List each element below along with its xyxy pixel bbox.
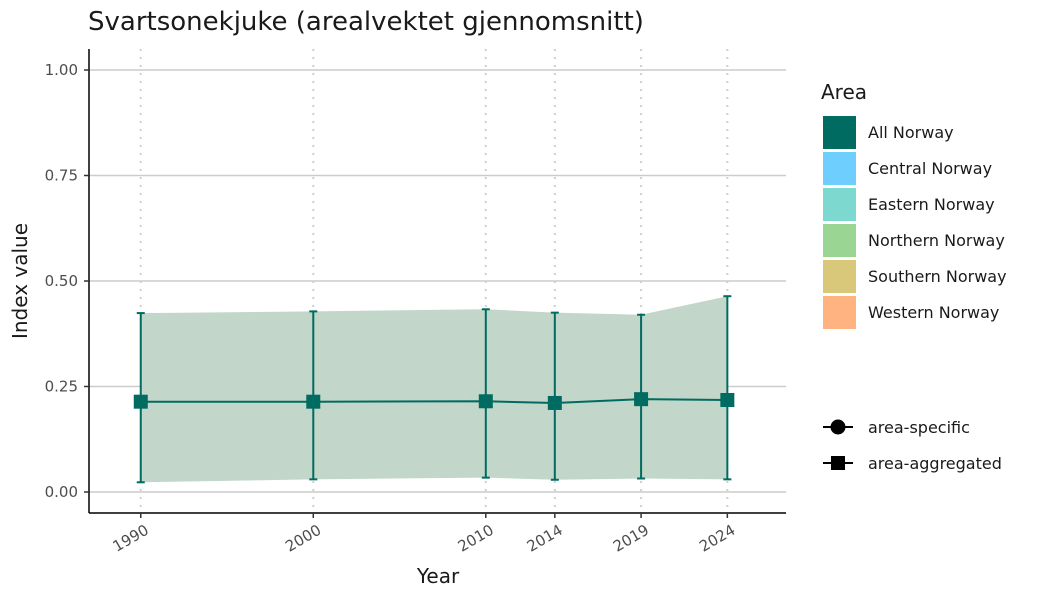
legend-key-square bbox=[831, 456, 845, 470]
data-point bbox=[133, 394, 148, 409]
data-point bbox=[306, 394, 321, 409]
x-tick-label: 2019 bbox=[610, 521, 652, 556]
x-tick-label: 2000 bbox=[282, 521, 324, 556]
series-line bbox=[140, 398, 728, 404]
legend-shape-label: area-aggregated bbox=[868, 454, 1002, 473]
legend-label: Western Norway bbox=[868, 303, 999, 322]
series-lines bbox=[140, 398, 728, 404]
data-points bbox=[133, 392, 735, 410]
data-point bbox=[634, 392, 649, 407]
legend-swatch bbox=[823, 188, 856, 221]
y-axis-ticks: 0.00 0.25 0.50 0.75 1.00 bbox=[45, 61, 89, 501]
data-point bbox=[478, 394, 493, 409]
x-tick-label: 2010 bbox=[455, 521, 497, 556]
x-tick-label: 2024 bbox=[696, 521, 738, 556]
y-tick-label: 0.50 bbox=[45, 272, 78, 290]
legend-shape-label: area-specific bbox=[868, 418, 970, 437]
legend-label: Southern Norway bbox=[868, 267, 1007, 286]
legend-swatch bbox=[823, 152, 856, 185]
vertical-gridlines bbox=[139, 49, 729, 513]
x-axis-ticks: 1990 2000 2010 2014 2019 2024 bbox=[110, 513, 738, 556]
legend-swatch bbox=[823, 296, 856, 329]
x-tick-label: 2014 bbox=[524, 521, 566, 556]
data-point bbox=[720, 393, 735, 408]
legend-label: Central Norway bbox=[868, 159, 992, 178]
legend-key-circle bbox=[830, 419, 846, 435]
legend-label: Eastern Norway bbox=[868, 195, 995, 214]
legend: Area All Norway Central Norway Eastern Nor… bbox=[821, 80, 1007, 473]
confidence-ribbons bbox=[140, 296, 728, 483]
legend-swatch bbox=[823, 224, 856, 257]
y-tick-label: 0.75 bbox=[45, 167, 78, 185]
legend-label: Northern Norway bbox=[868, 231, 1005, 250]
legend-title: Area bbox=[821, 80, 867, 104]
confidence-ribbon bbox=[140, 296, 728, 483]
y-tick-label: 1.00 bbox=[45, 61, 78, 79]
y-tick-label: 0.00 bbox=[45, 483, 78, 501]
legend-label: All Norway bbox=[868, 123, 954, 142]
y-tick-label: 0.25 bbox=[45, 378, 78, 396]
legend-shape-entries: area-specific area-aggregated bbox=[823, 418, 1002, 473]
x-tick-label: 1990 bbox=[110, 521, 152, 556]
x-axis-title: Year bbox=[416, 564, 460, 588]
chart-title: Svartsonekjuke (arealvektet gjennomsnitt… bbox=[88, 7, 644, 37]
data-point bbox=[547, 395, 562, 410]
y-axis-title: Index value bbox=[8, 223, 32, 339]
legend-swatch bbox=[823, 260, 856, 293]
legend-area-entries: All Norway Central Norway Eastern Norway No… bbox=[823, 116, 1007, 329]
legend-swatch bbox=[823, 116, 856, 149]
